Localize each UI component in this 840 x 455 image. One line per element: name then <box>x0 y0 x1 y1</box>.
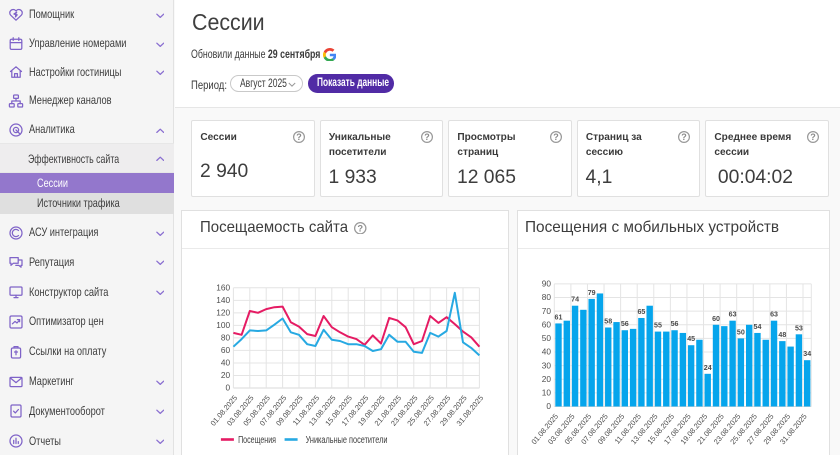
svg-text:160: 160 <box>216 282 230 292</box>
svg-text:10: 10 <box>541 387 551 397</box>
svg-text:54: 54 <box>753 322 761 330</box>
svg-text:20: 20 <box>541 373 551 383</box>
svg-text:30: 30 <box>541 360 551 370</box>
svg-text:?: ? <box>296 132 302 142</box>
svg-text:63: 63 <box>728 310 736 318</box>
svg-text:60: 60 <box>712 314 720 322</box>
svg-text:0: 0 <box>546 401 551 411</box>
svg-text:56: 56 <box>621 320 629 328</box>
svg-text:?: ? <box>358 223 364 233</box>
svg-text:80: 80 <box>541 292 551 302</box>
svg-text:120: 120 <box>216 307 230 317</box>
svg-text:61: 61 <box>554 313 562 321</box>
svg-text:79: 79 <box>587 288 595 296</box>
svg-text:80: 80 <box>220 332 230 342</box>
svg-text:50: 50 <box>737 328 745 336</box>
svg-text:Уникальные посетители: Уникальные посетители <box>305 435 387 446</box>
svg-text:60: 60 <box>220 345 230 355</box>
svg-text:50: 50 <box>541 333 551 343</box>
svg-text:0: 0 <box>225 382 230 392</box>
svg-text:90: 90 <box>541 278 551 288</box>
svg-text:40: 40 <box>541 346 551 356</box>
svg-text:70: 70 <box>541 305 551 315</box>
svg-text:74: 74 <box>571 295 579 303</box>
svg-text:63: 63 <box>770 310 778 318</box>
svg-text:56: 56 <box>670 320 678 328</box>
svg-text:45: 45 <box>687 335 695 343</box>
svg-text:53: 53 <box>795 324 803 332</box>
svg-text:Посещения: Посещения <box>238 435 276 446</box>
svg-text:24: 24 <box>703 363 711 371</box>
svg-text:100: 100 <box>216 320 230 330</box>
svg-text:?: ? <box>810 132 816 142</box>
svg-text:40: 40 <box>220 357 230 367</box>
svg-text:?: ? <box>425 132 431 142</box>
svg-text:55: 55 <box>654 321 662 329</box>
svg-text:140: 140 <box>216 295 230 305</box>
svg-text:65: 65 <box>637 307 645 315</box>
svg-text:60: 60 <box>541 319 551 329</box>
svg-text:58: 58 <box>604 317 612 325</box>
svg-text:?: ? <box>682 132 688 142</box>
svg-text:34: 34 <box>803 350 811 358</box>
svg-text:?: ? <box>553 132 559 142</box>
svg-text:20: 20 <box>220 370 230 380</box>
svg-text:48: 48 <box>778 331 786 339</box>
